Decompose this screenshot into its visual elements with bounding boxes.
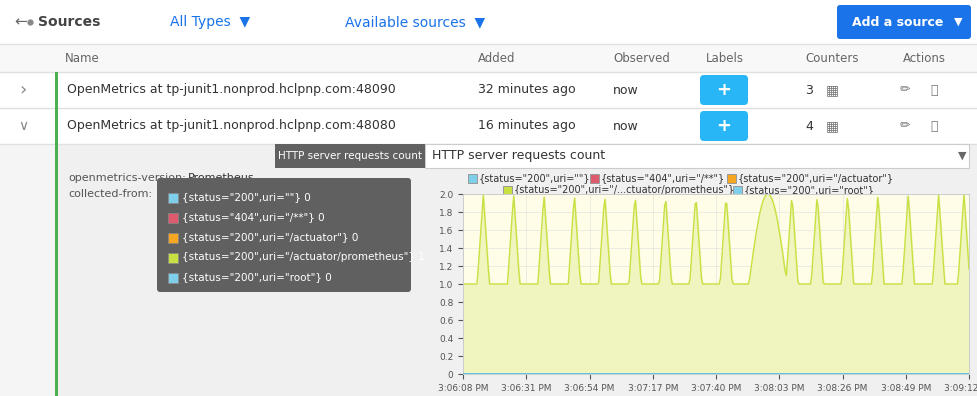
Bar <box>55 144 977 396</box>
Text: All Types  ▼: All Types ▼ <box>170 15 250 29</box>
Text: now: now <box>613 84 639 97</box>
Text: +: + <box>716 117 732 135</box>
Text: Prometheus: Prometheus <box>188 173 255 183</box>
Text: +: + <box>716 81 732 99</box>
Text: OpenMetrics at tp-junit1.nonprod.hclpnp.com:48090: OpenMetrics at tp-junit1.nonprod.hclpnp.… <box>67 84 396 97</box>
Bar <box>55 144 58 396</box>
Text: Actions: Actions <box>903 51 946 65</box>
Text: {status="200",uri="root"}: {status="200",uri="root"} <box>743 185 874 195</box>
Bar <box>0 72 977 108</box>
Text: Labels: Labels <box>706 51 744 65</box>
Text: 🗑: 🗑 <box>930 84 938 97</box>
Text: OpenMetrics at tp-junit1.nonprod.hclpnp.com:48080: OpenMetrics at tp-junit1.nonprod.hclpnp.… <box>67 120 396 133</box>
Bar <box>275 144 425 168</box>
FancyBboxPatch shape <box>700 75 748 105</box>
Bar <box>0 108 977 144</box>
Bar <box>468 174 477 183</box>
Text: 3: 3 <box>805 84 813 97</box>
Bar <box>168 233 178 243</box>
Text: 🗑: 🗑 <box>930 120 938 133</box>
Bar <box>0 0 977 44</box>
Bar <box>503 186 512 195</box>
Bar <box>425 144 969 168</box>
Text: ←: ← <box>14 15 26 29</box>
Text: {status="404",uri="/**"}: {status="404",uri="/**"} <box>601 173 725 183</box>
Bar <box>168 273 178 283</box>
Bar <box>727 174 736 183</box>
Text: Available sources  ▼: Available sources ▼ <box>345 15 485 29</box>
Text: Added: Added <box>478 51 516 65</box>
Text: {status="200",uri="/actuator/prometheus"} 1: {status="200",uri="/actuator/prometheus"… <box>182 252 425 262</box>
Text: {status="200",uri="/actuator"} 0: {status="200",uri="/actuator"} 0 <box>182 232 359 242</box>
FancyBboxPatch shape <box>157 178 411 292</box>
Text: {status="404",uri="/**"} 0: {status="404",uri="/**"} 0 <box>182 212 324 222</box>
Text: ›: › <box>20 81 26 99</box>
Text: Observed: Observed <box>613 51 670 65</box>
Text: ▼: ▼ <box>957 151 966 161</box>
Text: {status="200",uri=""} 0: {status="200",uri=""} 0 <box>182 192 311 202</box>
Text: 16 minutes ago: 16 minutes ago <box>478 120 575 133</box>
Text: now: now <box>613 120 639 133</box>
Text: Add a source: Add a source <box>852 15 944 29</box>
Text: 4: 4 <box>805 120 813 133</box>
FancyBboxPatch shape <box>837 5 971 39</box>
Text: {status="200",uri=""}: {status="200",uri=""} <box>479 173 591 183</box>
Bar <box>168 213 178 223</box>
Text: HTTP server requests count: HTTP server requests count <box>278 151 422 161</box>
Text: ▦: ▦ <box>826 83 839 97</box>
Bar <box>590 174 599 183</box>
FancyBboxPatch shape <box>700 111 748 141</box>
Text: service: service <box>188 189 228 199</box>
Text: ∨: ∨ <box>18 119 28 133</box>
Bar <box>733 186 742 195</box>
Bar <box>168 253 178 263</box>
Text: {status="200",uri="/actuator"}: {status="200",uri="/actuator"} <box>738 173 894 183</box>
Text: ✏: ✏ <box>900 84 911 97</box>
Text: Sources: Sources <box>38 15 101 29</box>
Text: ✏: ✏ <box>900 120 911 133</box>
Text: ▼: ▼ <box>954 17 962 27</box>
Bar <box>0 44 977 72</box>
Bar <box>55 72 58 108</box>
Text: Counters: Counters <box>805 51 859 65</box>
Text: {status="200",uri="/...ctuator/prometheus"}: {status="200",uri="/...ctuator/prometheu… <box>514 185 736 195</box>
Bar <box>55 108 58 144</box>
Text: HTTP server requests count: HTTP server requests count <box>432 150 605 162</box>
Text: collected-from:: collected-from: <box>68 189 152 199</box>
Bar <box>168 193 178 203</box>
Text: openmetrics-version:: openmetrics-version: <box>68 173 186 183</box>
Text: Name: Name <box>65 51 100 65</box>
Text: ▦: ▦ <box>826 119 839 133</box>
Text: {status="200",uri="root"} 0: {status="200",uri="root"} 0 <box>182 272 332 282</box>
Text: 32 minutes ago: 32 minutes ago <box>478 84 575 97</box>
